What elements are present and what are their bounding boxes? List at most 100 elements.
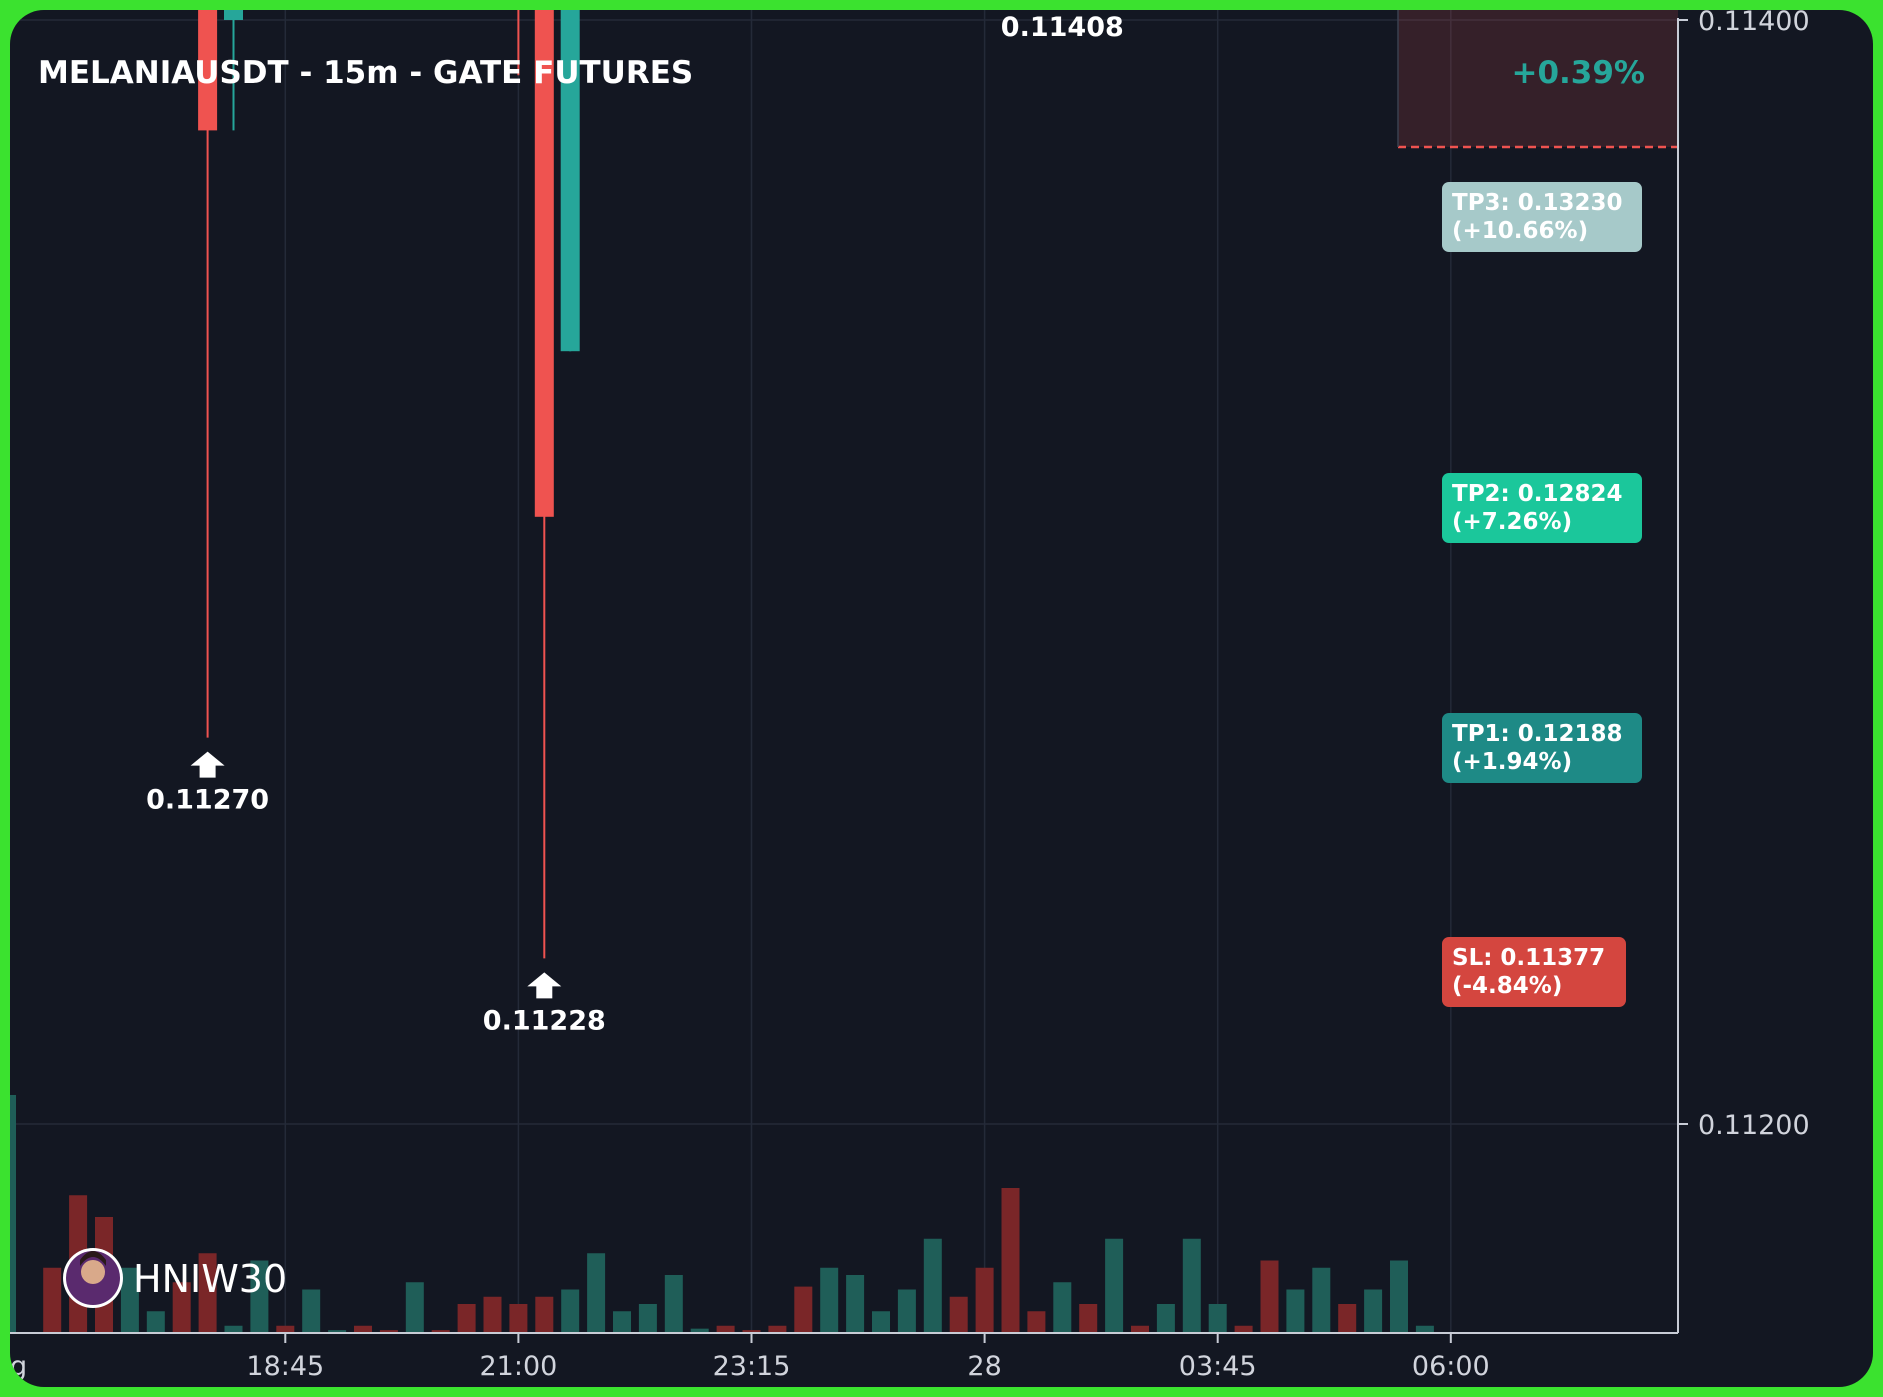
level-box-tp1: TP1: 0.12188(+1.94%)	[1442, 713, 1642, 783]
x-tick-label: 28	[967, 1351, 1001, 1382]
volume-bar	[43, 1267, 62, 1333]
volume-bar	[431, 1330, 450, 1333]
x-tick-label: g	[10, 1351, 27, 1382]
volume-bar	[587, 1253, 606, 1333]
volume-bar	[897, 1289, 916, 1333]
volume-bar	[613, 1311, 631, 1333]
level-box-tp3: TP3: 0.13230(+10.66%)	[1442, 182, 1642, 252]
volume-bar	[146, 1311, 165, 1333]
volume-bar	[1079, 1304, 1098, 1333]
chart-title: MELANIAUSDT - 15m - GATE FUTURES	[38, 55, 693, 91]
volume-bars	[10, 1095, 1434, 1333]
x-tick-label: 23:15	[713, 1351, 791, 1382]
grid	[10, 10, 1678, 1333]
x-tick-label: 21:00	[479, 1351, 557, 1382]
level-percent: (+1.94%)	[1452, 749, 1572, 775]
candle[interactable]	[560, 10, 580, 352]
level-percent: (+7.26%)	[1452, 509, 1572, 535]
level-label: TP2: 0.12824	[1452, 481, 1623, 507]
y-tick-label: 0.11200	[1698, 1110, 1810, 1141]
level-box-bg	[1442, 937, 1626, 1007]
volume-bar	[1156, 1304, 1175, 1333]
volume-bar	[535, 1296, 554, 1333]
candles[interactable]	[10, 10, 1434, 959]
volume-bar	[1260, 1260, 1279, 1333]
x-tick-label: 18:45	[246, 1351, 324, 1382]
volume-bar	[768, 1325, 787, 1333]
candle-body	[534, 10, 554, 517]
sl-zone	[1398, 10, 1678, 147]
annotation-label: 0.11228	[483, 1005, 606, 1036]
level-box-bg	[1442, 713, 1642, 783]
x-tick-label: 06:00	[1412, 1351, 1490, 1382]
volume-bar	[1364, 1289, 1383, 1333]
volume-bar	[949, 1296, 968, 1333]
volume-bar	[483, 1296, 502, 1333]
volume-bar	[664, 1275, 683, 1333]
volume-bar	[1105, 1238, 1124, 1333]
annotation-label: 0.11408	[1001, 12, 1124, 43]
volume-bar	[172, 1282, 191, 1333]
volume-bar	[198, 1253, 217, 1333]
volume-bar	[457, 1304, 476, 1333]
change-percent: +0.39%	[1511, 55, 1645, 91]
watermark-text: HNIW30	[133, 1257, 287, 1301]
volume-bar	[716, 1325, 735, 1333]
volume-bar	[638, 1304, 657, 1333]
volume-bar	[975, 1267, 994, 1333]
volume-bar	[1001, 1188, 1020, 1333]
volume-bar	[379, 1330, 398, 1333]
candle-body	[224, 10, 243, 20]
level-box-bg	[1442, 473, 1642, 543]
avatar-hair	[80, 1251, 106, 1266]
volume-bar	[794, 1286, 813, 1333]
volume-bar	[690, 1328, 709, 1333]
volume-bar	[846, 1275, 865, 1333]
volume-bar	[1182, 1238, 1201, 1333]
volume-bar	[820, 1267, 839, 1333]
arrow-up-icon	[190, 751, 225, 778]
volume-bar	[224, 1325, 243, 1333]
level-percent: (-4.84%)	[1452, 973, 1562, 999]
level-label: SL: 0.11377	[1452, 945, 1605, 971]
annotation-low: 0.11408	[1001, 12, 1124, 43]
volume-bar	[250, 1260, 269, 1333]
level-box-bg	[1442, 182, 1642, 252]
watermark: HNIW30	[63, 1248, 287, 1308]
volume-bar	[1338, 1304, 1357, 1333]
candle[interactable]	[224, 10, 243, 131]
avatar-face	[81, 1260, 105, 1284]
volume-bar	[923, 1238, 942, 1333]
volume-bar	[276, 1325, 295, 1333]
volume-bar	[1415, 1325, 1434, 1333]
volume-bar	[1286, 1289, 1305, 1333]
candle[interactable]	[198, 10, 218, 738]
volume-bar	[1053, 1282, 1072, 1333]
y-tick-label: 0.11400	[1698, 10, 1810, 37]
level-percent: (+10.66%)	[1452, 218, 1588, 244]
x-tick-label: 03:45	[1179, 1351, 1257, 1382]
candle[interactable]	[509, 10, 528, 76]
volume-bar	[405, 1282, 424, 1333]
volume-bar	[302, 1289, 321, 1333]
level-box-sl: SL: 0.11377(-4.84%)	[1442, 937, 1626, 1007]
annotation-label: 0.11270	[146, 785, 269, 816]
volume-bar	[1208, 1304, 1227, 1333]
level-label: TP3: 0.13230	[1452, 190, 1623, 216]
arrow-up-icon	[527, 972, 562, 999]
volume-bar	[1131, 1325, 1149, 1333]
axes: 0.132000.130000.128000.126000.124000.122…	[10, 10, 1810, 1382]
volume-bar	[1234, 1325, 1253, 1333]
volume-bar	[1390, 1260, 1408, 1333]
volume-bar	[1312, 1267, 1331, 1333]
volume-bar	[354, 1325, 372, 1333]
target-zones	[1397, 10, 1678, 149]
annotation-low: 0.11228	[483, 972, 606, 1036]
candle-body	[560, 10, 580, 352]
level-label: TP1: 0.12188	[1452, 721, 1623, 747]
volume-bar	[509, 1304, 528, 1333]
candle[interactable]	[534, 10, 554, 959]
